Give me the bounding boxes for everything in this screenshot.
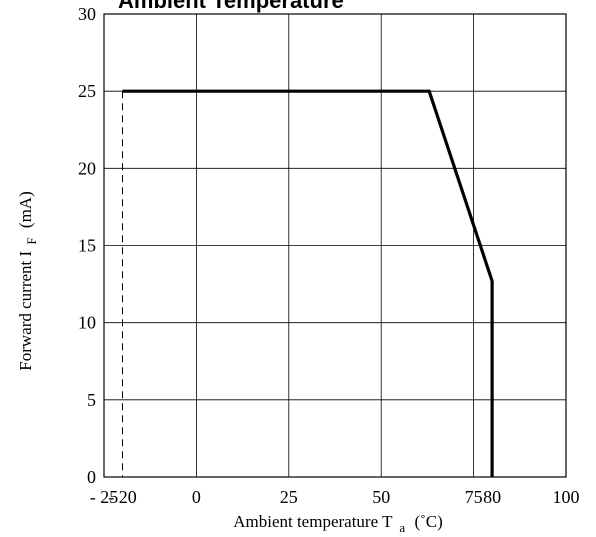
x-tick-label: 80 xyxy=(483,487,501,507)
x-tick-label: 0 xyxy=(192,487,201,507)
y-tick-label: 0 xyxy=(87,467,96,487)
grid-lines xyxy=(104,14,566,477)
x-tick-label: - 20 xyxy=(108,487,137,507)
series-layer xyxy=(122,89,494,477)
x-axis-label: Ambient temperature T a (˚C) xyxy=(233,512,443,536)
y-tick-label: 5 xyxy=(87,390,96,410)
x-axis-label-sub: a xyxy=(399,520,405,535)
x-axis-label-unit: (˚C) xyxy=(414,512,442,531)
x-axis-label-main: Ambient temperature T xyxy=(233,512,393,531)
chart-title: Ambient Temperature xyxy=(118,0,344,13)
y-tick-label: 10 xyxy=(78,313,96,333)
x-tick-label: - 25 xyxy=(90,487,119,507)
y-tick-label: 15 xyxy=(78,236,96,256)
y-tick-labels: 0 5 10 15 20 25 30 xyxy=(78,4,96,487)
y-tick-label: 30 xyxy=(78,4,96,24)
derating-curve xyxy=(122,89,494,477)
x-tick-label: 100 xyxy=(553,487,580,507)
y-axis-label-sub: F xyxy=(24,237,39,244)
y-tick-label: 25 xyxy=(78,81,96,101)
plot-frame xyxy=(103,13,567,478)
y-tick-label: 20 xyxy=(78,158,96,178)
y-axis-label: Forward current I F (mA) xyxy=(16,191,40,370)
x-tick-label: 50 xyxy=(372,487,390,507)
x-tick-label: 25 xyxy=(280,487,298,507)
y-axis-label-unit: (mA) xyxy=(16,191,35,228)
x-tick-label: 75 xyxy=(465,487,483,507)
y-axis-label-main: Forward current I xyxy=(16,250,35,370)
x-tick-labels: - 25- 20 0 25 50 75 80 100 xyxy=(90,487,580,507)
